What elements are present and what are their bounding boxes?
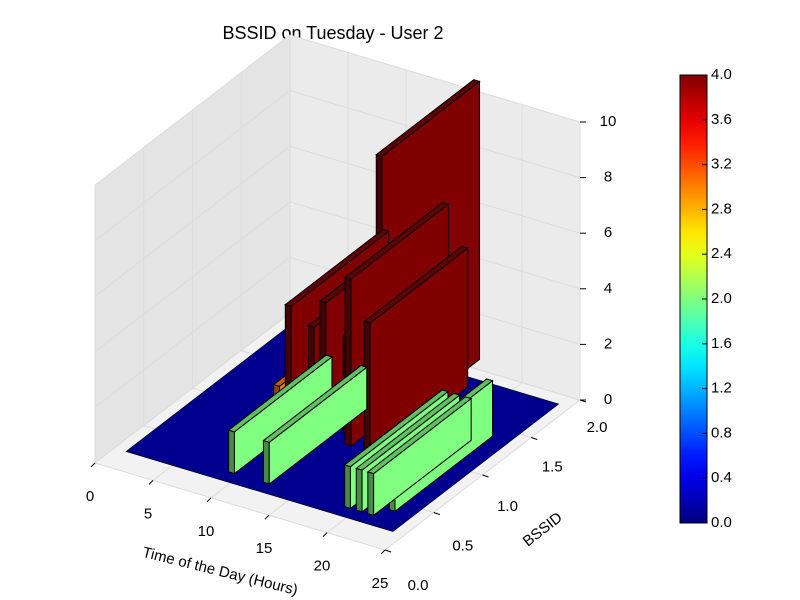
x-tick [206,497,212,503]
x-tick [380,549,386,555]
z-tick-label: 8 [604,169,612,186]
grid-line [94,145,581,297]
y-tick-label: 0.5 [452,537,473,554]
x-tick [90,462,96,468]
bar-top [343,389,450,468]
x-tick-label: 0 [86,488,94,505]
colorbar-tick-label: 2.8 [711,200,732,217]
x-axis-label: Time of the Day (Hours) [141,544,300,599]
bar [262,365,368,486]
z-tick-label: 0 [604,391,612,408]
grid-line [94,201,581,353]
y-tick [384,549,392,553]
bar-top [366,396,473,475]
bar-front [367,471,375,516]
colorbar-tick-label: 0.0 [711,514,732,531]
colorbar-tick-label: 3.6 [711,111,732,128]
x-tick-label: 25 [372,575,389,592]
colorbar-tick-label: 2.4 [711,245,732,262]
bar [363,245,469,464]
x-tick-label: 20 [314,558,331,575]
z-tick-label: 4 [604,280,612,297]
z-tick-label: 10 [600,113,617,130]
colorbar-tick-label: 1.2 [711,380,732,397]
bar-top [363,245,469,324]
bar-front [228,429,235,475]
colorbar-tick-label: 1.6 [711,335,732,352]
colorbar-tick-label: 3.2 [711,156,732,173]
grid-line [94,34,581,186]
y-tick [482,474,489,478]
z-tick-label: 6 [604,224,612,241]
bar-top [344,201,450,280]
x-tick-label: 10 [198,523,215,540]
bar-top [262,365,368,443]
grid-line [94,90,581,241]
y-tick-label: 1.5 [542,458,563,475]
bar-top [227,354,334,433]
x-tick [322,532,328,537]
x-tick [148,480,154,485]
colorbar-tick-label: 4.0 [711,66,732,83]
bar-front [262,439,270,485]
colorbar-tick-label: 0.8 [711,424,732,441]
bar-top [375,79,481,157]
chart-title: BSSID on Tuesday - User 2 [222,23,443,43]
colorbar-tick-label: 2.0 [711,290,732,307]
y-tick [531,437,538,440]
x-tick-label: 5 [144,505,152,522]
colorbar-tick-label: 0.4 [711,469,732,486]
bar-front [344,464,351,510]
bar-top [355,392,461,471]
y-tick-label: 1.0 [497,498,518,515]
bar [366,396,473,517]
y-tick-label: 2.0 [587,419,608,436]
x-tick-label: 15 [256,540,273,557]
x-tick [264,514,270,520]
grid-line [94,256,581,408]
bar-top [284,229,390,307]
y-tick-label: 0.0 [408,577,429,594]
y-axis-label: BSSID [520,509,566,550]
bar-front [355,467,363,513]
y-tick [433,512,440,515]
z-tick-label: 2 [604,335,612,352]
